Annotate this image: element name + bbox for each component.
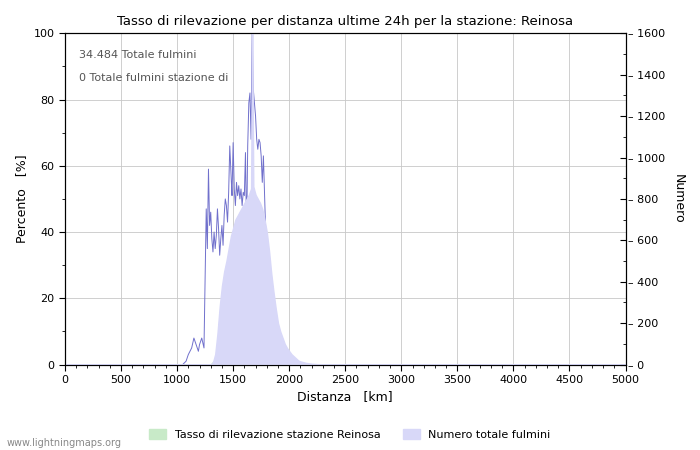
X-axis label: Distanza   [km]: Distanza [km]	[298, 391, 393, 404]
Text: 34.484 Totale fulmini: 34.484 Totale fulmini	[79, 50, 197, 60]
Y-axis label: Numero: Numero	[672, 174, 685, 224]
Legend: Tasso di rilevazione stazione Reinosa, Numero totale fulmini: Tasso di rilevazione stazione Reinosa, N…	[145, 425, 555, 445]
Text: 0 Totale fulmini stazione di: 0 Totale fulmini stazione di	[79, 73, 228, 83]
Y-axis label: Percento   [%]: Percento [%]	[15, 155, 28, 243]
Title: Tasso di rilevazione per distanza ultime 24h per la stazione: Reinosa: Tasso di rilevazione per distanza ultime…	[117, 15, 573, 28]
Text: www.lightningmaps.org: www.lightningmaps.org	[7, 438, 122, 448]
